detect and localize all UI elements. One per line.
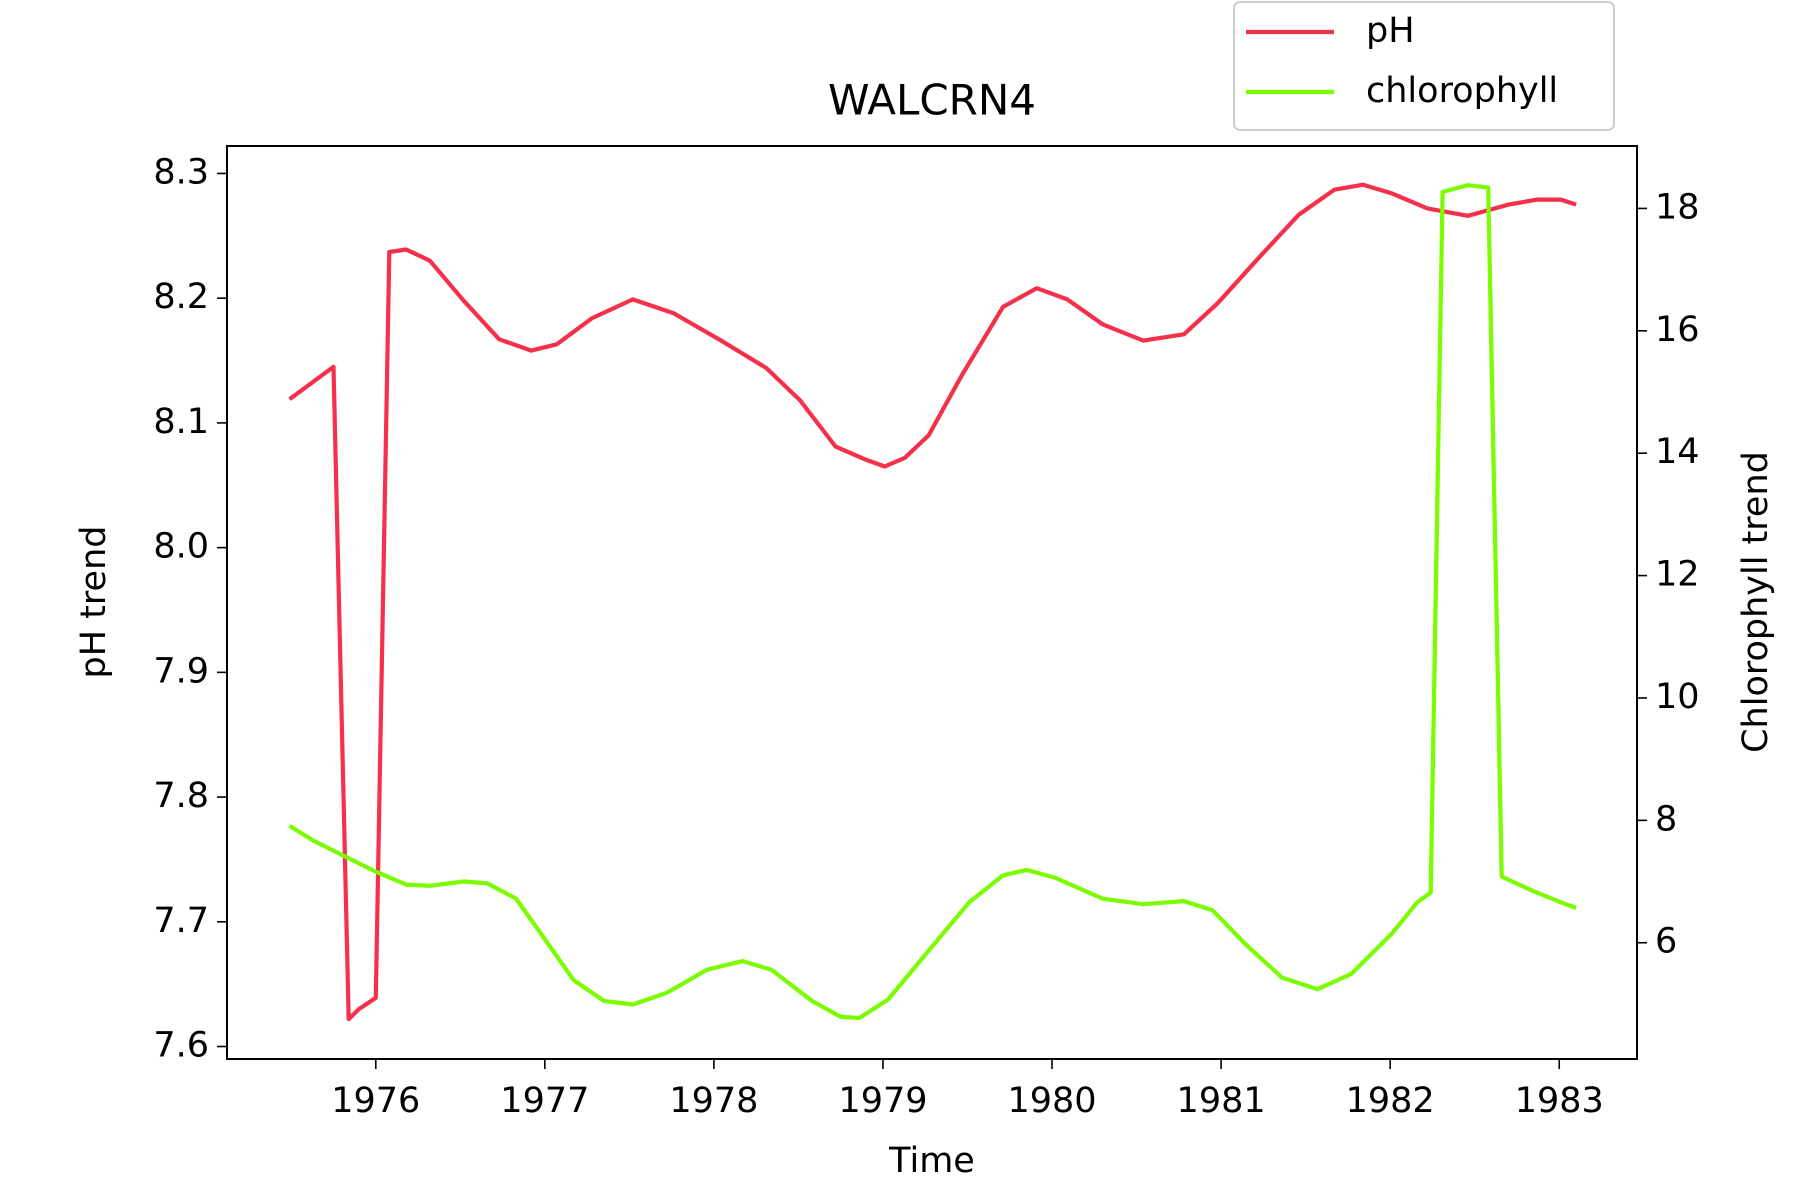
y-tick-label: 7.7 bbox=[153, 901, 209, 941]
y2-tick-label: 16 bbox=[1655, 310, 1700, 350]
y2-axis-label: Chlorophyll trend bbox=[1736, 451, 1776, 753]
x-axis-label: Time bbox=[888, 1141, 975, 1181]
y-tick-label: 8.3 bbox=[153, 152, 209, 192]
y-tick-label: 8.1 bbox=[153, 402, 209, 442]
y2-tick-label: 8 bbox=[1655, 799, 1677, 839]
y-axis-label: pH trend bbox=[74, 526, 114, 679]
y2-tick-label: 18 bbox=[1655, 187, 1700, 227]
y2-tick-label: 10 bbox=[1655, 677, 1700, 717]
y-tick-label: 7.9 bbox=[153, 651, 209, 691]
legend-label: pH bbox=[1366, 11, 1415, 51]
x-tick-label: 1980 bbox=[1007, 1081, 1096, 1121]
x-tick-label: 1977 bbox=[500, 1081, 589, 1121]
plot-frame bbox=[226, 145, 1638, 1060]
y-tick-label: 7.6 bbox=[153, 1026, 209, 1066]
y2-tick-label: 6 bbox=[1655, 922, 1677, 962]
y-tick-label: 8.0 bbox=[153, 527, 209, 567]
x-tick-label: 1983 bbox=[1515, 1081, 1604, 1121]
y-tick-label: 7.8 bbox=[153, 776, 209, 816]
y-tick-label: 8.2 bbox=[153, 277, 209, 317]
x-tick-label: 1978 bbox=[669, 1081, 758, 1121]
legend-label: chlorophyll bbox=[1366, 71, 1558, 111]
data-line bbox=[288, 182, 1577, 1022]
x-tick-label: 1981 bbox=[1177, 1081, 1266, 1121]
data-line bbox=[288, 183, 1577, 1021]
x-tick-label: 1979 bbox=[838, 1081, 927, 1121]
x-tick-label: 1976 bbox=[331, 1081, 420, 1121]
x-tick-label: 1982 bbox=[1346, 1081, 1435, 1121]
y2-tick-label: 14 bbox=[1655, 432, 1700, 472]
y2-tick-label: 12 bbox=[1655, 555, 1700, 595]
chart-title: WALCRN4 bbox=[828, 76, 1036, 125]
